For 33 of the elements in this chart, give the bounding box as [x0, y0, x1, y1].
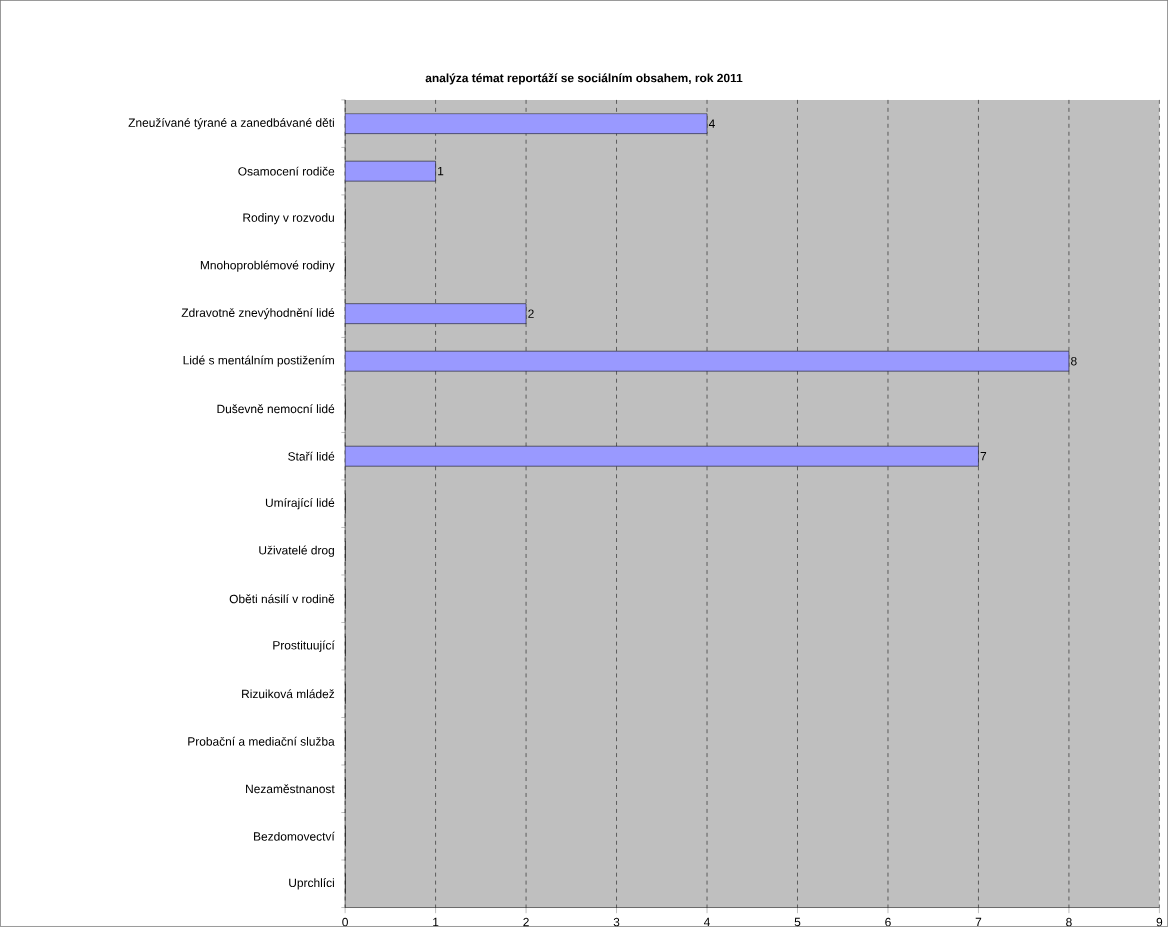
y-tick-label: Nezaměstnanost	[246, 784, 335, 794]
x-tick-label: 6	[885, 917, 891, 927]
x-tick-label: 8	[1066, 917, 1072, 927]
x-tick-label: 3	[613, 917, 620, 927]
data-label: 1	[438, 167, 444, 176]
y-tick-label: Uprchlíci	[289, 878, 334, 890]
y-tick-label: Zneužívané týrané a zanedbávané děti	[128, 118, 334, 130]
y-tick-label: Bezdomovectví	[254, 831, 335, 841]
x-tick-label: 5	[794, 917, 801, 927]
y-tick-label: Zdravotně znevýhodnění lidé	[181, 308, 335, 320]
y-tick-label: Oběti násilí v rodině	[229, 594, 335, 604]
chart-title: analýza témat reportáží se sociálním obsahem, rok 2011	[425, 73, 743, 85]
y-tick-label: Duševně nemocní lidé	[217, 404, 335, 414]
x-tick-label: 4	[703, 917, 710, 927]
y-tick-label: Prostituující	[273, 640, 335, 652]
y-tick-label: Staří lidé	[288, 451, 335, 461]
y-tick-label: Probační a mediační služba	[188, 736, 335, 746]
y-tick-label: Umírající lidé	[265, 498, 335, 510]
x-tick-label: 1	[433, 917, 439, 927]
data-label: 2	[528, 309, 534, 318]
x-tick-label: 2	[523, 917, 529, 927]
x-tick-label: 0	[342, 917, 348, 927]
data-label: 7	[980, 452, 987, 461]
data-label: 4	[708, 119, 715, 128]
y-tick-label: Rizuiková mládež	[242, 689, 335, 699]
y-tick-label: Rodiny v rozvodu	[243, 213, 334, 225]
x-tick-label: 7	[975, 917, 982, 927]
y-tick-label: Mnohoproblémové rodiny	[200, 260, 335, 272]
data-label: 8	[1071, 357, 1077, 366]
y-tick-label: Lidé s mentálním postižením	[183, 355, 334, 367]
y-tick-label: Uživatelé drog	[259, 545, 334, 557]
x-tick-label: 9	[1156, 917, 1163, 927]
y-tick-label: Osamocení rodiče	[238, 166, 335, 176]
